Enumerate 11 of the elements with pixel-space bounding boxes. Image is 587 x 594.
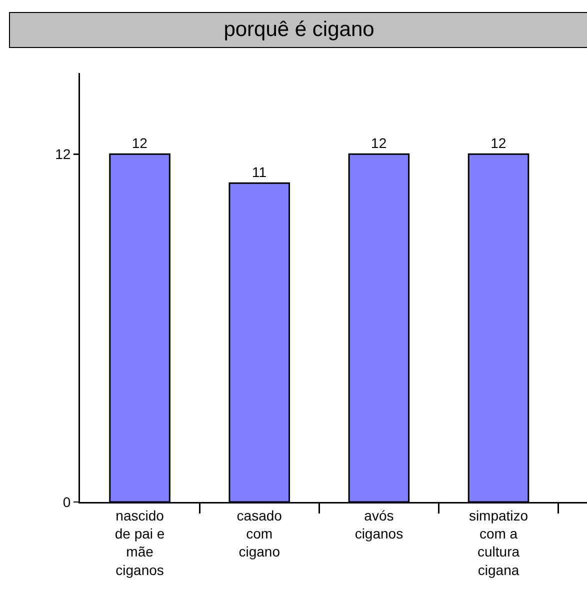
- data-label: 11: [252, 164, 267, 180]
- data-label: 12: [132, 135, 148, 152]
- x-tick-label: casado com cigano: [236, 507, 282, 560]
- y-tick-label: 0: [62, 494, 71, 510]
- data-label: 12: [490, 135, 506, 152]
- x-tick-label: simpatizo com a cultura cigana: [468, 507, 528, 578]
- data-label: 12: [371, 135, 387, 152]
- x-tick-label: nascido de pai e mãe ciganos: [114, 507, 165, 578]
- x-tick-label: avós ciganos: [354, 507, 404, 542]
- chart-title: porquê é cigano: [224, 18, 374, 41]
- title-banner: porquê é cigano: [9, 12, 587, 48]
